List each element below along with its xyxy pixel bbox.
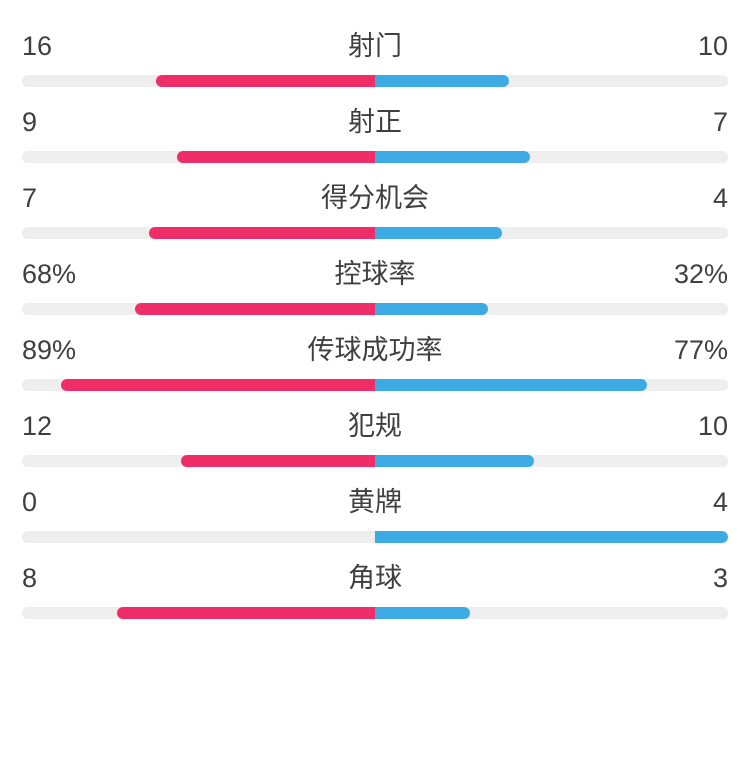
stat-value-right: 4 [668,183,728,214]
stat-bar-track [22,303,728,315]
stat-value-right: 10 [668,411,728,442]
stat-bar-left-fill [181,455,375,467]
stat-bar-left-fill [61,379,375,391]
stat-bar-left-half [22,303,375,315]
stat-bar-right-half [375,531,728,543]
stat-bar-track [22,227,728,239]
stat-label: 黄牌 [82,480,668,519]
stat-value-right: 32% [668,259,728,290]
stat-value-right: 10 [668,31,728,62]
stat-bar-left-half [22,531,375,543]
stat-value-left: 16 [22,31,82,62]
stat-labels: 89%传球成功率77% [22,328,728,367]
stat-bar-left-half [22,151,375,163]
stat-bar-left-fill [135,303,375,315]
stat-row: 8角球3 [22,556,728,619]
stat-bar-right-half [375,303,728,315]
stat-bar-right-fill [375,455,534,467]
stat-row: 12犯规10 [22,404,728,467]
stat-row: 89%传球成功率77% [22,328,728,391]
stat-value-left: 0 [22,487,82,518]
stat-bar-right-fill [375,531,728,543]
stat-bar-right-half [375,75,728,87]
stat-bar-right-fill [375,607,470,619]
stat-bar-right-fill [375,227,502,239]
stat-labels: 12犯规10 [22,404,728,443]
stat-label: 射正 [82,100,668,139]
stat-bar-track [22,379,728,391]
stat-bar-track [22,151,728,163]
stat-row: 0黄牌4 [22,480,728,543]
stat-value-right: 77% [668,335,728,366]
stat-labels: 8角球3 [22,556,728,595]
stat-labels: 0黄牌4 [22,480,728,519]
stat-bar-right-fill [375,75,509,87]
stat-value-right: 4 [668,487,728,518]
stat-row: 16射门10 [22,24,728,87]
stat-label: 角球 [82,556,668,595]
stat-bar-right-fill [375,151,530,163]
stat-bar-right-fill [375,379,647,391]
stat-value-left: 7 [22,183,82,214]
stat-label: 控球率 [82,252,668,291]
stat-bar-track [22,531,728,543]
stat-label: 得分机会 [82,176,668,215]
stat-row: 68%控球率32% [22,252,728,315]
stat-row: 7得分机会4 [22,176,728,239]
stat-bar-left-half [22,75,375,87]
stat-bar-right-half [375,379,728,391]
stat-bar-left-half [22,607,375,619]
stat-value-left: 68% [22,259,82,290]
stat-label: 传球成功率 [82,328,668,367]
stat-value-right: 7 [668,107,728,138]
stat-bar-right-half [375,607,728,619]
stat-bar-left-fill [117,607,375,619]
stat-labels: 68%控球率32% [22,252,728,291]
stat-bar-track [22,75,728,87]
stat-labels: 16射门10 [22,24,728,63]
stat-bar-track [22,455,728,467]
stat-value-left: 12 [22,411,82,442]
stat-bar-left-half [22,379,375,391]
stat-bar-right-half [375,227,728,239]
stat-bar-right-half [375,151,728,163]
stat-value-left: 9 [22,107,82,138]
stat-bar-left-fill [149,227,375,239]
stat-bar-left-fill [177,151,375,163]
stat-bar-right-fill [375,303,488,315]
stat-value-left: 8 [22,563,82,594]
match-stats-list: 16射门109射正77得分机会468%控球率32%89%传球成功率77%12犯规… [22,24,728,619]
stat-labels: 9射正7 [22,100,728,139]
stat-row: 9射正7 [22,100,728,163]
stat-labels: 7得分机会4 [22,176,728,215]
stat-value-left: 89% [22,335,82,366]
stat-bar-right-half [375,455,728,467]
stat-label: 射门 [82,24,668,63]
stat-bar-left-fill [156,75,375,87]
stat-value-right: 3 [668,563,728,594]
stat-bar-track [22,607,728,619]
stat-bar-left-half [22,227,375,239]
stat-label: 犯规 [82,404,668,443]
stat-bar-left-half [22,455,375,467]
